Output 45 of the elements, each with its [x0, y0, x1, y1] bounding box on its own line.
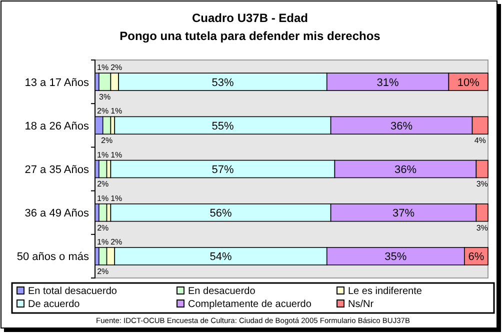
bar — [98, 160, 108, 178]
data-label: 54% — [210, 251, 232, 264]
y-tick-label: 18 a 26 Años — [24, 120, 90, 132]
legend-label: De acuerdo — [28, 299, 80, 310]
data-label: 1% — [97, 150, 109, 160]
data-label: 3% — [476, 180, 488, 189]
data-label: 1% — [110, 106, 122, 116]
data-label: 56% — [210, 208, 232, 220]
data-label: 2% — [110, 237, 122, 246]
data-label: 10% — [457, 76, 480, 89]
legend-label: Ns/Nr — [348, 299, 374, 310]
data-label: 3% — [99, 92, 111, 102]
data-label: 57% — [212, 164, 234, 176]
data-label: 1% — [97, 237, 109, 246]
legend-label: Completamente de acuerdo — [188, 299, 312, 310]
data-label: 55% — [212, 120, 234, 132]
legend-label: Le es indiferente — [348, 286, 422, 297]
bar — [98, 203, 108, 222]
data-label: 31% — [376, 76, 400, 89]
data-label: 6% — [468, 251, 484, 264]
data-label: 2% — [97, 266, 109, 276]
data-label: 2% — [101, 136, 113, 146]
data-label: 2% — [97, 223, 109, 232]
y-tick-label: 27 a 35 Años — [24, 164, 90, 176]
legend-label: En desacuerdo — [188, 286, 256, 297]
data-label: 2% — [97, 106, 109, 116]
legend-label: En total desacuerdo — [28, 286, 118, 297]
data-label: 36% — [390, 120, 413, 132]
data-label: 2% — [97, 180, 109, 189]
data-label: 36% — [394, 164, 417, 176]
chart-subtitle: Pongo una tutela para defender mis derechos — [120, 29, 381, 43]
data-label: 2% — [110, 63, 122, 72]
data-label: 1% — [97, 194, 109, 203]
data-label: 4% — [474, 136, 486, 146]
y-tick-label: 36 a 49 Años — [24, 208, 90, 220]
data-label: 1% — [110, 150, 122, 160]
data-label: 53% — [212, 76, 234, 89]
data-label: 35% — [384, 251, 407, 264]
data-label: 1% — [110, 194, 122, 203]
chart-title: Cuadro U37B - Edad — [192, 11, 308, 25]
y-tick-label: 13 a 17 Años — [24, 76, 90, 89]
data-label: 37% — [392, 208, 415, 220]
y-tick-label: 50 años o más — [16, 251, 90, 264]
data-label: 1% — [97, 63, 109, 72]
data-label: 3% — [476, 223, 488, 232]
